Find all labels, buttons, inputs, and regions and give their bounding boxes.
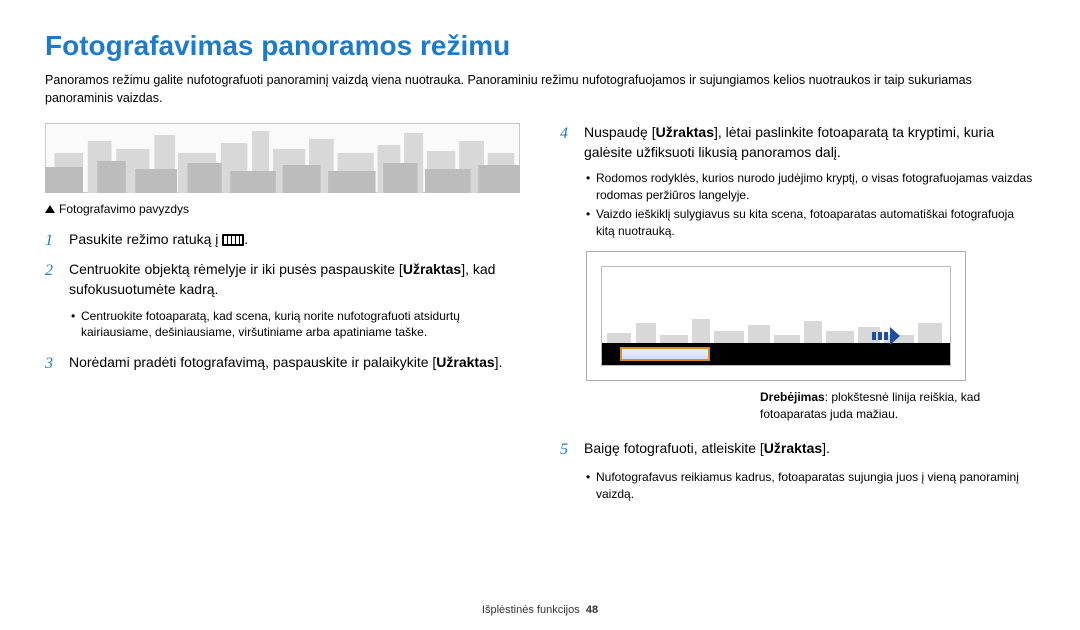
t: Nuspaudę [ (584, 124, 656, 140)
step-number: 4 (560, 123, 574, 162)
step-text: Baigę fotografuoti, atleiskite [Užraktas… (584, 439, 830, 461)
t: Užraktas (656, 124, 714, 140)
bullet: Vaizdo ieškiklį sulygiavus su kita scena… (586, 206, 1035, 240)
direction-arrow-icon (872, 327, 900, 345)
right-column: 4 Nuspaudę [Užraktas], lėtai paslinkite … (560, 123, 1035, 515)
content-columns: Fotografavimo pavyzdys 1 Pasukite režimo… (45, 123, 1035, 515)
bullet: Nufotografavus reikiamus kadrus, fotoapa… (586, 469, 1035, 503)
step-text: Norėdami pradėti fotografavimą, paspausk… (69, 353, 502, 375)
viewfinder-illustration (586, 251, 966, 381)
step-number: 3 (45, 353, 59, 375)
bullet: Centruokite fotoaparatą, kad scena, kuri… (71, 308, 520, 342)
caption-text: Fotografavimo pavyzdys (59, 202, 189, 216)
left-column: Fotografavimo pavyzdys 1 Pasukite režimo… (45, 123, 520, 515)
vf-inner (601, 266, 951, 366)
t: Užraktas (403, 261, 461, 277)
t: Centruokite objektą rėmelyje ir iki pusė… (69, 261, 403, 277)
t: Užraktas (764, 440, 822, 456)
step-text: Nuspaudę [Užraktas], lėtai paslinkite fo… (584, 123, 1035, 162)
t: Užraktas (436, 354, 494, 370)
note-bold: Drebėjimas (760, 390, 825, 404)
panorama-mode-icon (222, 234, 244, 246)
panorama-example-image (45, 123, 520, 193)
step-3: 3 Norėdami pradėti fotografavimą, paspau… (45, 353, 520, 375)
page-title: Fotografavimas panoramos režimu (45, 30, 1035, 62)
step-text: Pasukite režimo ratuką į . (69, 230, 248, 252)
footer-page: 48 (586, 604, 598, 616)
step-number: 5 (560, 439, 574, 461)
step4-bullets: Rodomos rodyklės, kurios nurodo judėjimo… (560, 170, 1035, 239)
step-2: 2 Centruokite objektą rėmelyje ir iki pu… (45, 260, 520, 299)
step-5: 5 Baigę fotografuoti, atleiskite [Užrakt… (560, 439, 1035, 461)
t: ]. (495, 354, 503, 370)
t: ]. (822, 440, 830, 456)
bullet: Rodomos rodyklės, kurios nurodo judėjimo… (586, 170, 1035, 204)
step5-bullets: Nufotografavus reikiamus kadrus, fotoapa… (560, 469, 1035, 503)
example-caption: Fotografavimo pavyzdys (45, 202, 520, 216)
shake-note: Drebėjimas: plokštesnė linija reiškia, k… (760, 389, 1010, 423)
triangle-icon (45, 205, 55, 213)
step1-text: Pasukite režimo ratuką į (69, 231, 222, 247)
step2-bullets: Centruokite fotoaparatą, kad scena, kuri… (45, 308, 520, 342)
step-number: 1 (45, 230, 59, 252)
footer-label: Išplėstinės funkcijos (482, 604, 580, 616)
t: Baigę fotografuoti, atleiskite [ (584, 440, 764, 456)
step-1: 1 Pasukite režimo ratuką į . (45, 230, 520, 252)
capture-progress-box (620, 347, 710, 361)
step-number: 2 (45, 260, 59, 299)
t: Norėdami pradėti fotografavimą, paspausk… (69, 354, 436, 370)
step-4: 4 Nuspaudę [Užraktas], lėtai paslinkite … (560, 123, 1035, 162)
page-footer: Išplėstinės funkcijos 48 (0, 604, 1080, 616)
step-text: Centruokite objektą rėmelyje ir iki pusė… (69, 260, 520, 299)
intro-text: Panoramos režimu galite nufotografuoti p… (45, 72, 1035, 107)
